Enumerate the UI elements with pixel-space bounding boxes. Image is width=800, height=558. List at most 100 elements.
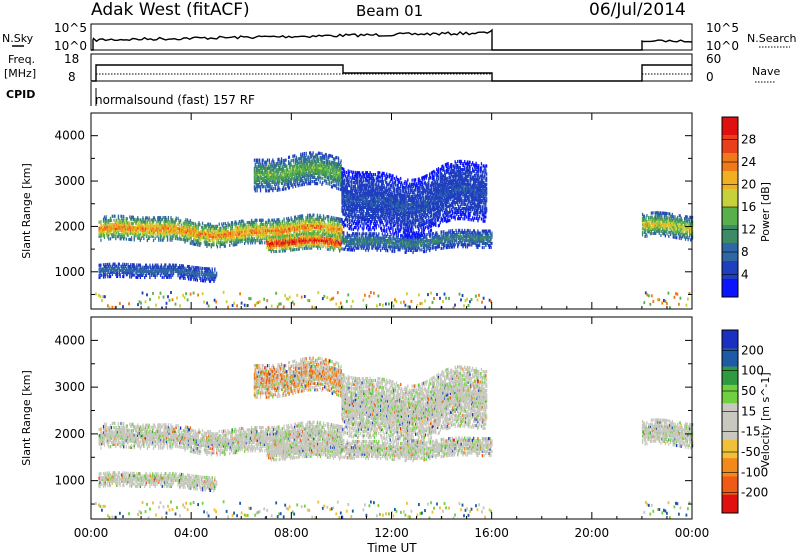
power-cell xyxy=(264,241,265,244)
power-cell xyxy=(317,214,318,217)
power-cell xyxy=(177,237,178,240)
power-cell xyxy=(286,164,287,167)
power-cell xyxy=(347,218,348,221)
nsky-tick-top: 10^5 xyxy=(54,21,87,35)
power-cell xyxy=(421,248,422,251)
power-cell xyxy=(294,234,295,237)
power-cell xyxy=(469,229,470,232)
power-cell xyxy=(281,157,282,160)
cpid-row: CPID normalsound (fast) 157 RF xyxy=(6,82,255,107)
power-cell xyxy=(359,232,360,235)
power-cell xyxy=(450,229,451,232)
power-cell xyxy=(358,226,359,229)
power-cell xyxy=(273,187,274,190)
power-cell xyxy=(320,177,321,180)
power-cell xyxy=(140,233,141,236)
power-cell xyxy=(490,246,491,249)
power-cell xyxy=(320,180,321,183)
power-cell xyxy=(113,219,114,222)
power-cell xyxy=(108,237,109,240)
power-cell xyxy=(153,239,154,242)
nsky-tick-bottom: 10^0 xyxy=(54,39,87,53)
power-cell xyxy=(324,161,325,164)
power-cell xyxy=(341,164,342,167)
power-cell xyxy=(163,216,164,219)
power-cell xyxy=(209,243,210,246)
power-cell xyxy=(254,159,255,162)
power-cell xyxy=(111,219,112,222)
power-cell xyxy=(345,224,346,227)
power-cell xyxy=(430,233,431,236)
power-cell xyxy=(219,223,220,226)
power-cell xyxy=(325,245,326,248)
power-cell xyxy=(210,239,211,242)
power-cell xyxy=(491,242,492,245)
power-cell xyxy=(236,222,237,225)
beam-label: Beam 01 xyxy=(356,2,423,20)
power-cell xyxy=(347,224,348,227)
power-cell xyxy=(302,152,303,155)
power-cell xyxy=(289,186,290,189)
nsearch-tick-top: 10^5 xyxy=(706,21,739,35)
power-cell xyxy=(323,214,324,217)
power-cell xyxy=(131,236,132,239)
power-cell xyxy=(325,217,326,220)
power-cell xyxy=(285,187,286,190)
nsky-panel: N.Sky 10^5 10^0 10^5 10^0 N.Search xyxy=(2,21,797,53)
power-cell xyxy=(123,215,124,218)
power-cell xyxy=(346,171,347,174)
power-cell xyxy=(279,235,280,238)
power-cell xyxy=(344,170,345,173)
power-cell xyxy=(312,180,313,183)
power-cell xyxy=(287,237,288,240)
power-cell xyxy=(307,214,308,217)
power-cell xyxy=(217,225,218,228)
power-cell xyxy=(291,159,292,162)
power-cell xyxy=(127,217,128,220)
power-cell xyxy=(124,219,125,222)
power-cell xyxy=(282,220,283,223)
nsearch-tick-bottom: 10^0 xyxy=(706,39,739,53)
power-cell xyxy=(360,224,361,227)
power-cell xyxy=(158,237,159,240)
cpid-label: CPID xyxy=(6,88,35,101)
power-cell xyxy=(326,180,327,183)
power-cell xyxy=(283,218,284,221)
power-cell xyxy=(193,222,194,225)
power-cell xyxy=(328,215,329,218)
power-cell xyxy=(317,182,318,185)
power-cell xyxy=(269,159,270,162)
power-cell xyxy=(328,248,329,251)
power-cell xyxy=(353,171,354,174)
power-heatmap xyxy=(95,151,693,309)
power-cell xyxy=(349,170,350,173)
power-cell xyxy=(328,219,329,222)
power-cell xyxy=(262,241,263,244)
power-cell xyxy=(181,238,182,241)
power-cell xyxy=(387,233,388,236)
power-cell xyxy=(149,218,150,221)
date-label: 06/Jul/2014 xyxy=(589,0,686,20)
freq-tick-top: 18 xyxy=(64,52,79,66)
nsearch-label: N.Search xyxy=(747,32,797,45)
power-cell xyxy=(284,169,285,172)
power-cell xyxy=(443,230,444,233)
power-cell xyxy=(289,156,290,159)
freq-unit: [MHz] xyxy=(4,67,36,80)
power-cell xyxy=(455,243,456,246)
power-cell xyxy=(419,248,420,251)
power-cell xyxy=(343,231,344,234)
power-cell xyxy=(285,159,286,162)
power-cell xyxy=(155,237,156,240)
power-cell xyxy=(336,156,337,159)
power-cell xyxy=(273,250,274,253)
power-cell xyxy=(341,226,342,229)
power-cell xyxy=(126,238,127,241)
power-cell xyxy=(334,223,335,226)
power-cell xyxy=(276,250,277,253)
power-cell xyxy=(232,221,233,224)
power-cell xyxy=(282,235,283,238)
power-cell xyxy=(271,185,272,188)
power-cell xyxy=(441,247,442,250)
power-cell xyxy=(313,151,314,154)
